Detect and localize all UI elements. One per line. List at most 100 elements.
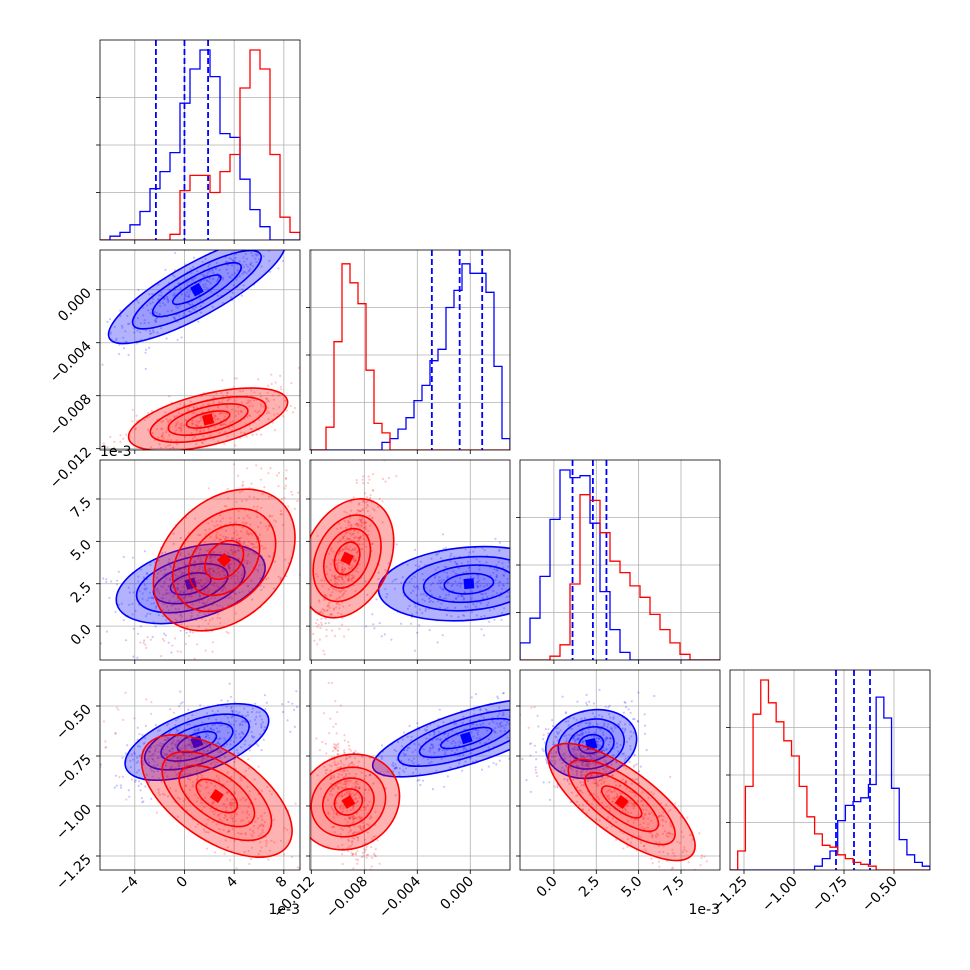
sample-point xyxy=(161,608,164,612)
sample-point xyxy=(182,312,185,315)
sample-point xyxy=(168,418,171,421)
sample-point xyxy=(366,812,369,815)
sample-point xyxy=(383,633,386,636)
sample-point xyxy=(229,595,232,598)
sample-point xyxy=(514,571,516,573)
sample-point xyxy=(527,708,529,710)
sample-point xyxy=(337,582,340,586)
sample-point xyxy=(191,422,194,425)
sample-point xyxy=(337,578,340,581)
sample-point xyxy=(233,740,236,743)
sample-point xyxy=(164,761,168,764)
sample-point xyxy=(364,806,367,809)
sample-point xyxy=(341,571,344,575)
sample-point xyxy=(226,536,229,539)
sample-point xyxy=(249,532,252,535)
sample-point xyxy=(500,611,504,615)
sample-point xyxy=(240,431,243,434)
sample-point xyxy=(585,748,588,752)
sample-point xyxy=(576,700,579,703)
sample-point xyxy=(197,729,200,732)
sample-point xyxy=(537,712,539,714)
sample-point xyxy=(276,474,279,477)
sample-point xyxy=(345,543,349,547)
sample-point xyxy=(190,752,193,756)
sample-point xyxy=(426,725,429,728)
sample-point xyxy=(601,715,604,718)
sample-point xyxy=(175,423,178,426)
sample-point xyxy=(331,243,333,245)
sample-point xyxy=(273,519,276,522)
sample-point xyxy=(161,603,164,606)
sample-point xyxy=(173,316,176,320)
sample-point xyxy=(201,260,204,263)
sample-point xyxy=(112,446,116,449)
sample-point xyxy=(179,748,182,752)
sample-point xyxy=(349,500,353,503)
sample-point xyxy=(127,353,130,356)
sample-point xyxy=(265,578,268,581)
sample-point xyxy=(180,336,183,339)
sample-point xyxy=(261,831,264,834)
sample-point xyxy=(180,574,183,577)
sample-point xyxy=(231,817,234,820)
contour-level xyxy=(178,764,256,828)
sample-point xyxy=(229,695,232,698)
sample-point xyxy=(131,420,134,423)
sample-point xyxy=(349,790,352,793)
sample-point xyxy=(178,569,181,572)
sample-point xyxy=(234,399,237,402)
sample-point xyxy=(217,275,220,278)
sample-point xyxy=(347,831,350,834)
sample-point xyxy=(312,898,314,900)
sample-point xyxy=(234,550,237,553)
sample-point xyxy=(292,411,295,414)
sample-point xyxy=(380,635,383,638)
sample-point xyxy=(476,731,479,734)
sample-point xyxy=(373,627,376,630)
sample-point xyxy=(167,641,170,644)
sample-point xyxy=(155,811,158,814)
sample-point xyxy=(177,762,180,765)
sample-point xyxy=(337,773,340,776)
sample-point xyxy=(270,373,273,376)
sample-point xyxy=(377,571,380,574)
sample-point xyxy=(210,597,213,600)
sample-point xyxy=(224,535,228,539)
sample-point xyxy=(344,783,347,786)
sample-point xyxy=(605,747,608,750)
sample-point xyxy=(542,781,545,784)
sample-point xyxy=(465,748,468,751)
sample-point xyxy=(428,733,431,737)
sample-point xyxy=(315,573,318,576)
sample-point xyxy=(362,482,365,485)
sample-point xyxy=(203,555,206,558)
sample-point xyxy=(403,770,406,774)
sample-point xyxy=(277,241,279,243)
sample-point xyxy=(258,392,262,395)
sample-point xyxy=(203,796,207,799)
sample-point xyxy=(128,322,131,325)
sample-point xyxy=(359,817,362,820)
sample-point xyxy=(458,762,461,765)
sample-point xyxy=(327,605,330,608)
sample-point xyxy=(257,853,260,856)
sample-point xyxy=(578,734,581,737)
sample-point xyxy=(329,579,333,582)
sample-point xyxy=(542,582,544,584)
sample-point xyxy=(248,749,252,752)
sample-point xyxy=(204,735,207,739)
sample-point xyxy=(142,306,145,309)
sample-point xyxy=(266,528,269,531)
sample-point xyxy=(357,509,360,512)
sample-point xyxy=(453,723,456,726)
sample-point xyxy=(210,728,213,731)
sample-point xyxy=(501,562,504,565)
sample-point xyxy=(255,254,258,257)
sample-point xyxy=(408,746,411,750)
sample-point xyxy=(246,810,249,813)
sample-point xyxy=(402,752,405,755)
sample-point xyxy=(331,788,334,791)
sample-point xyxy=(337,559,340,562)
sample-point xyxy=(233,463,236,466)
